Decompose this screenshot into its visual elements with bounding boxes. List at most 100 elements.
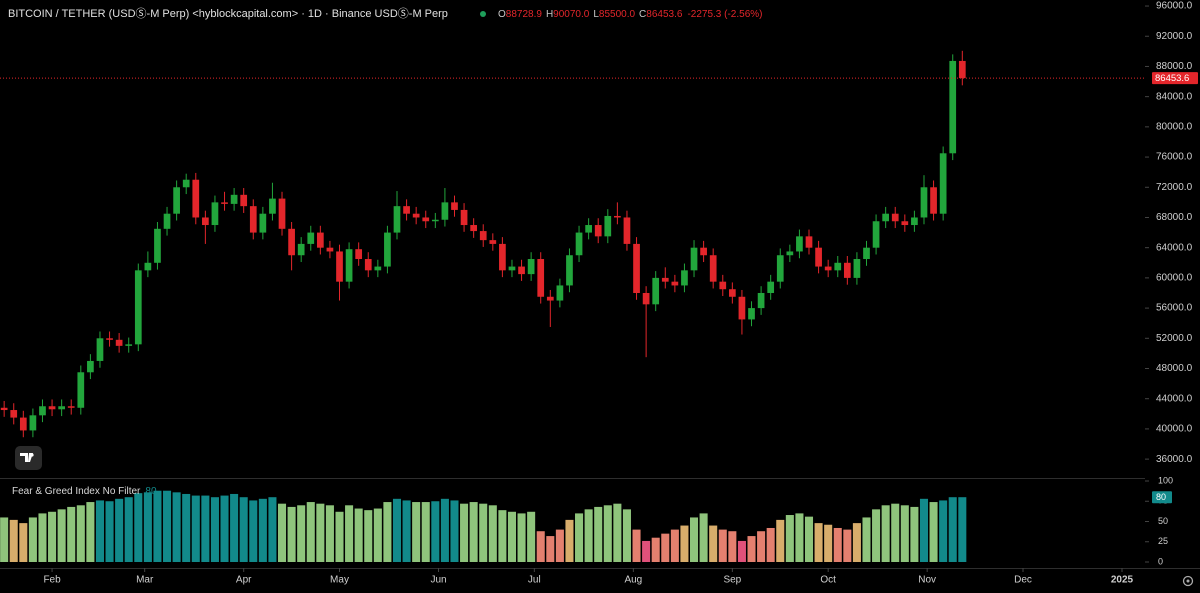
fg-y-tick-label: 25 xyxy=(1158,536,1168,546)
candle-body xyxy=(278,198,286,229)
fg-bar xyxy=(67,506,76,562)
fg-bar xyxy=(824,524,833,562)
y-tick-label: 52000.0 xyxy=(1156,333,1193,344)
candle-body xyxy=(939,153,947,214)
fg-bar xyxy=(804,516,814,562)
y-tick-label: 84000.0 xyxy=(1156,91,1193,102)
chart-title: BITCOIN / TETHER (USDⓈ-M Perp) <hyblockc… xyxy=(8,7,448,20)
fg-bar xyxy=(737,540,746,562)
candle-body xyxy=(834,262,842,271)
x-tick-label: Apr xyxy=(236,575,252,586)
candle-body xyxy=(316,232,324,248)
fg-bar xyxy=(622,509,631,562)
readout-change: -2275.3 (-2.56%) xyxy=(687,9,762,20)
fg-y-tick-label: 0 xyxy=(1158,556,1163,566)
candle-body xyxy=(39,406,46,416)
x-tick-label: Jul xyxy=(528,575,541,586)
fg-bar xyxy=(0,517,9,562)
fg-bar xyxy=(891,503,900,562)
fg-bar xyxy=(306,502,315,562)
fg-bar xyxy=(86,502,95,562)
readout-value: 86453.6 xyxy=(646,9,683,20)
fg-bar xyxy=(565,519,574,562)
fg-bar xyxy=(412,502,421,562)
x-tick-label: Oct xyxy=(820,575,836,586)
logo-dot xyxy=(30,453,34,457)
fg-bar xyxy=(852,523,861,562)
fg-bar xyxy=(498,510,507,562)
candle-body xyxy=(336,251,343,282)
last-price-tag xyxy=(1152,72,1198,85)
readout-key: H xyxy=(546,9,553,20)
candle-body xyxy=(384,232,391,267)
fg-bar xyxy=(670,529,679,562)
fg-bar xyxy=(9,519,18,562)
gear-center[interactable] xyxy=(1186,579,1190,583)
chart-header: BITCOIN / TETHER (USDⓈ-M Perp) <hyblockc… xyxy=(8,7,448,20)
candle-body xyxy=(211,202,219,226)
fg-bar xyxy=(364,510,373,562)
fg-bar xyxy=(757,531,766,562)
candle-body xyxy=(221,202,228,204)
candle-body xyxy=(728,289,736,297)
fg-bar xyxy=(421,502,430,562)
fg-bar xyxy=(527,511,536,562)
settings-icon[interactable] xyxy=(1182,575,1194,587)
candle-body xyxy=(604,215,612,237)
last-price-label: 86453.6 xyxy=(1155,73,1189,84)
fg-bar xyxy=(795,513,804,562)
fg-bar xyxy=(57,509,66,562)
candle-body xyxy=(29,415,37,431)
x-tick-label: May xyxy=(330,575,349,586)
gear-ring[interactable] xyxy=(1182,575,1194,587)
candle-body xyxy=(230,194,238,204)
fg-bar xyxy=(488,505,497,562)
fg-bar xyxy=(230,493,239,562)
candle-body xyxy=(786,251,794,256)
fg-bar xyxy=(431,501,440,562)
fg-bar xyxy=(709,525,718,562)
candle-body xyxy=(556,285,564,301)
readout-key: L xyxy=(593,9,599,20)
y-tick-label: 92000.0 xyxy=(1156,31,1193,42)
fg-value-tag xyxy=(1152,491,1172,504)
candle-body xyxy=(19,417,27,431)
candle-body xyxy=(202,217,209,226)
x-tick-label: 2025 xyxy=(1111,575,1134,586)
candle-body xyxy=(173,187,180,214)
readout-key: C xyxy=(639,9,646,20)
fg-bar xyxy=(766,527,775,562)
x-tick-label: Nov xyxy=(918,575,936,586)
fg-bar xyxy=(450,500,459,562)
fg-bar xyxy=(163,490,172,562)
fg-bar xyxy=(642,540,651,562)
fg-bar xyxy=(287,506,296,562)
fg-bar xyxy=(115,498,124,562)
readout-value: 88728.9 xyxy=(506,9,543,20)
fg-bar xyxy=(517,513,526,562)
fg-bar xyxy=(210,497,219,562)
fg-bar xyxy=(507,511,517,562)
fg-bar xyxy=(814,523,823,562)
fg-bar xyxy=(383,502,392,562)
fg-bar xyxy=(680,525,689,562)
candle-body xyxy=(249,206,257,233)
fg-bar xyxy=(910,506,919,562)
fg-bar xyxy=(460,503,469,562)
logo-mark xyxy=(20,453,33,462)
fg-value-tag-label: 80 xyxy=(1156,492,1166,502)
candle-body xyxy=(240,194,248,207)
x-tick-label: Sep xyxy=(723,575,741,586)
y-tick-label: 76000.0 xyxy=(1156,152,1193,163)
fg-bar xyxy=(143,492,152,562)
y-tick-label: 80000.0 xyxy=(1156,122,1193,133)
candle-body xyxy=(134,270,142,345)
readout-value: 85500.0 xyxy=(599,9,636,20)
candle-body xyxy=(470,225,478,232)
y-tick-label: 68000.0 xyxy=(1156,212,1193,223)
candle-body xyxy=(0,407,8,411)
fg-bar xyxy=(776,519,785,562)
fg-bar xyxy=(191,495,200,562)
candle-body xyxy=(58,406,65,410)
readout-key: O xyxy=(498,9,506,20)
